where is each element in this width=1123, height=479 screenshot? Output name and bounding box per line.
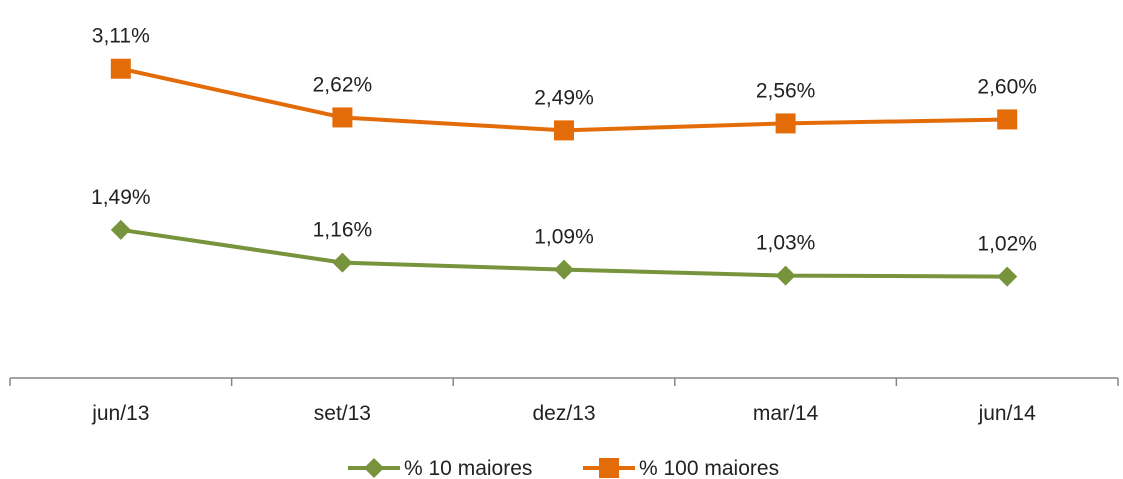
data-point-marker	[332, 252, 353, 273]
data-point-marker	[775, 265, 796, 286]
series-layer	[110, 58, 1018, 287]
legend-label: % 100 maiores	[639, 457, 779, 479]
data-label: 3,11%	[92, 25, 150, 48]
legend-item: % 10 maiores	[348, 457, 532, 479]
x-tick-label: set/13	[314, 402, 371, 425]
series-top-100	[110, 58, 1018, 141]
data-point-marker	[997, 109, 1018, 130]
x-tick-label: jun/13	[91, 402, 149, 425]
legend-marker	[599, 458, 619, 478]
x-tick-label: dez/13	[532, 402, 595, 425]
data-label: 1,16%	[313, 219, 373, 242]
series-top-10	[110, 219, 1018, 287]
data-label: 1,49%	[91, 186, 151, 209]
data-label: 2,60%	[977, 75, 1037, 98]
data-label: 2,62%	[313, 73, 373, 96]
data-point-marker	[554, 120, 574, 141]
data-label: 1,03%	[756, 232, 816, 255]
legend-label: % 10 maiores	[404, 457, 532, 479]
data-label: 1,02%	[977, 233, 1037, 256]
data-point-marker	[554, 259, 574, 280]
data-point-marker	[775, 113, 796, 134]
legend-item: % 100 maiores	[583, 457, 779, 479]
data-point-marker	[997, 266, 1018, 287]
x-axis: jun/13 set/13 dez/13 mar/14 jun/14	[9, 377, 1119, 425]
data-point-marker	[110, 219, 131, 240]
data-label: 1,09%	[534, 226, 594, 249]
legend-marker	[364, 458, 384, 478]
x-tick-label: mar/14	[753, 402, 819, 425]
x-tick-label: jun/14	[978, 402, 1037, 425]
data-point-marker	[110, 58, 131, 79]
legend: % 10 maiores % 100 maiores	[348, 457, 779, 479]
data-point-marker	[332, 107, 353, 128]
data-label: 2,56%	[756, 79, 816, 102]
data-label: 2,49%	[534, 86, 594, 109]
data-labels: 1,49% 1,16% 1,09% 1,03% 1,02% 3,11% 2,62% 2,49%…	[91, 25, 1037, 256]
